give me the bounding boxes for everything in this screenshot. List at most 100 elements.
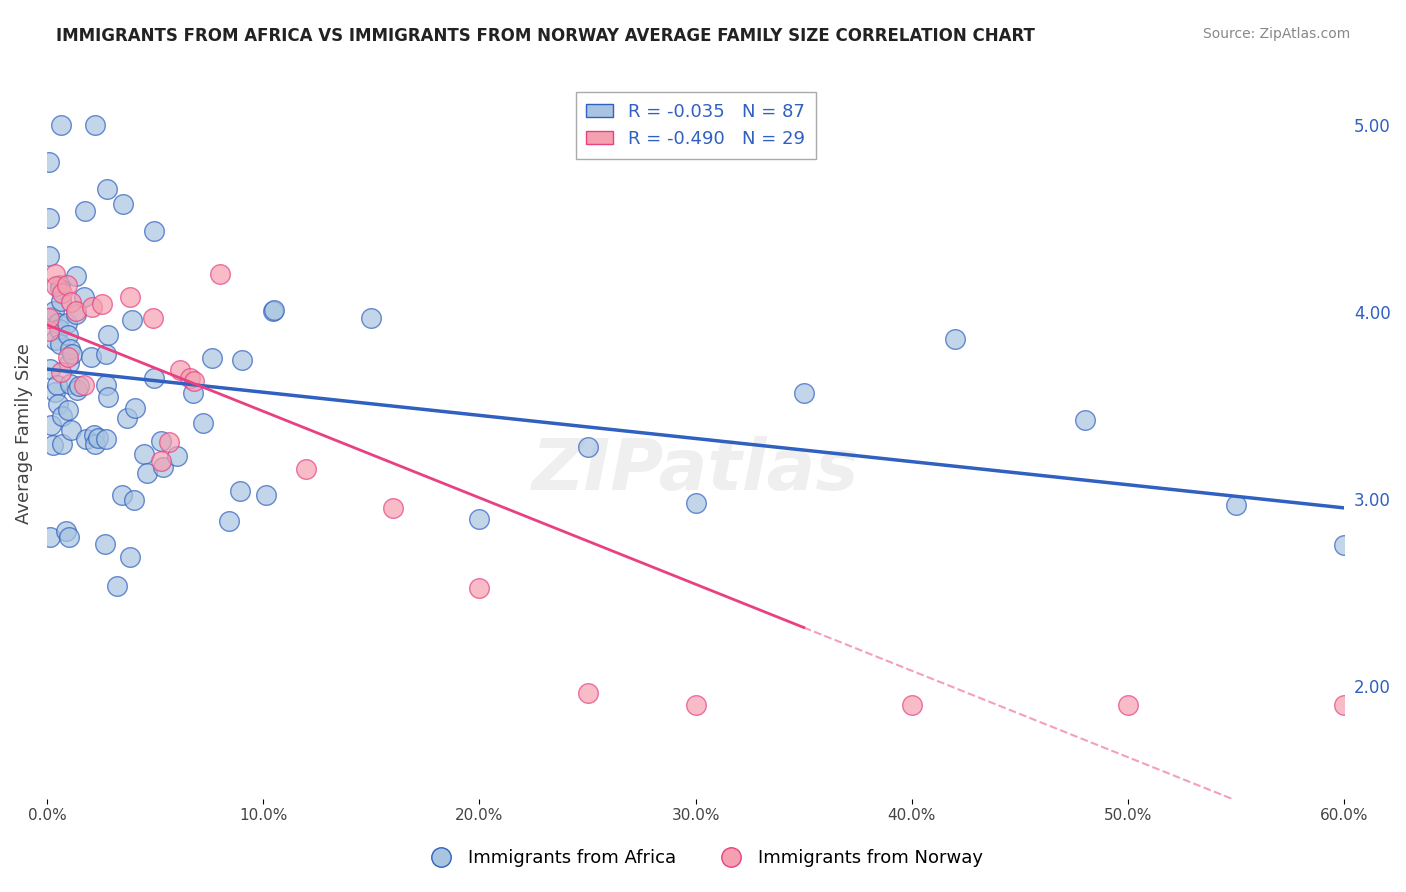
Point: [468, 511, 491, 525]
Point: [39, 310, 62, 325]
Point: [59, 377, 82, 392]
Point: [121, 312, 143, 326]
Point: [943, 332, 966, 346]
Text: Source: ZipAtlas.com: Source: ZipAtlas.com: [1202, 27, 1350, 41]
Point: [901, 698, 924, 713]
Point: [84, 118, 107, 132]
Point: [105, 579, 128, 593]
Point: [49, 118, 72, 132]
Point: [149, 453, 172, 467]
Point: [142, 224, 165, 238]
Point: [38, 211, 60, 226]
Point: [59, 342, 82, 356]
Point: [49, 336, 72, 351]
Legend: R = -0.035   N = 87, R = -0.490   N = 29: R = -0.035 N = 87, R = -0.490 N = 29: [575, 92, 815, 159]
Point: [46, 397, 69, 411]
Point: [94, 432, 117, 446]
Point: [80, 350, 103, 364]
Text: IMMIGRANTS FROM AFRICA VS IMMIGRANTS FROM NORWAY AVERAGE FAMILY SIZE CORRELATION: IMMIGRANTS FROM AFRICA VS IMMIGRANTS FRO…: [56, 27, 1035, 45]
Point: [142, 311, 165, 326]
Point: [179, 371, 201, 385]
Point: [295, 462, 318, 476]
Point: [1333, 538, 1355, 552]
Point: [38, 310, 60, 325]
Point: [60, 423, 83, 437]
Point: [135, 467, 157, 481]
Point: [169, 363, 191, 377]
Point: [229, 483, 252, 498]
Point: [118, 290, 141, 304]
Point: [45, 279, 67, 293]
Point: [56, 351, 79, 365]
Point: [45, 378, 67, 392]
Point: [685, 496, 707, 510]
Point: [58, 531, 80, 545]
Point: [91, 297, 114, 311]
Point: [58, 402, 80, 417]
Point: [96, 182, 118, 196]
Point: [208, 268, 231, 282]
Point: [66, 384, 89, 398]
Point: [56, 317, 79, 331]
Point: [58, 356, 80, 370]
Point: [38, 155, 60, 169]
Point: [80, 300, 103, 314]
Point: [94, 537, 117, 551]
Point: [576, 440, 599, 454]
Point: [183, 374, 205, 388]
Point: [468, 581, 491, 595]
Point: [157, 435, 180, 450]
Point: [112, 197, 135, 211]
Point: [48, 321, 70, 335]
Point: [49, 277, 72, 292]
Point: [58, 328, 80, 343]
Point: [87, 431, 110, 445]
Point: [97, 390, 120, 404]
Point: [685, 698, 707, 713]
Point: [360, 311, 382, 326]
Point: [38, 324, 60, 338]
Point: [65, 308, 87, 322]
Point: [94, 347, 117, 361]
Point: [67, 378, 90, 392]
Point: [72, 290, 94, 304]
Point: [263, 304, 285, 318]
Point: [166, 449, 188, 463]
Point: [218, 514, 240, 528]
Point: [191, 416, 214, 430]
Point: [254, 488, 277, 502]
Point: [60, 294, 83, 309]
Point: [124, 401, 146, 416]
Point: [51, 294, 73, 309]
Point: [62, 347, 84, 361]
Point: [39, 417, 62, 432]
Point: [115, 410, 138, 425]
Point: [46, 316, 69, 330]
Point: [55, 524, 77, 538]
Point: [56, 278, 79, 293]
Legend: Immigrants from Africa, Immigrants from Norway: Immigrants from Africa, Immigrants from …: [416, 842, 990, 874]
Point: [51, 437, 73, 451]
Point: [793, 385, 815, 400]
Point: [39, 530, 62, 544]
Point: [111, 488, 134, 502]
Point: [120, 550, 142, 565]
Point: [132, 447, 155, 461]
Point: [42, 303, 65, 318]
Point: [49, 365, 72, 379]
Point: [42, 438, 65, 452]
Point: [73, 378, 96, 392]
Point: [75, 432, 97, 446]
Text: ZIPatlas: ZIPatlas: [531, 435, 859, 505]
Point: [201, 351, 224, 366]
Point: [51, 409, 73, 423]
Point: [97, 327, 120, 342]
Point: [65, 269, 87, 284]
Point: [263, 302, 285, 317]
Point: [143, 371, 166, 385]
Point: [381, 500, 404, 515]
Point: [152, 460, 174, 475]
Point: [181, 385, 204, 400]
Point: [44, 385, 66, 400]
Point: [576, 686, 599, 700]
